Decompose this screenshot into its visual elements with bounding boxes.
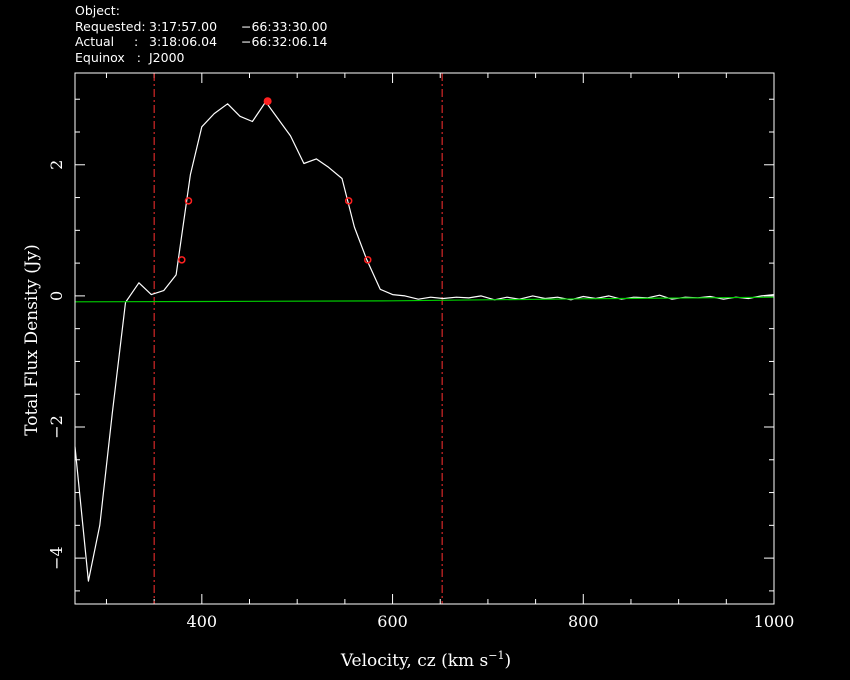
requested-dec: −66:33:30.00 (241, 18, 328, 34)
marked-points (178, 97, 372, 264)
x-tick-label: 800 (568, 612, 599, 631)
object-line: Object: (75, 3, 328, 19)
y-tick-label: 2 (47, 160, 66, 170)
equinox-line: Equinox : J2000 (75, 50, 328, 66)
width-marker (364, 256, 372, 264)
requested-label: Requested: (75, 18, 146, 34)
x-tick-label: 1000 (754, 612, 795, 631)
actual-line: Actual : 3:18:06.04 −66:32:06.14 (75, 34, 328, 50)
tick-marks (75, 73, 775, 604)
y-tick-label: −4 (47, 546, 66, 570)
y-tick-label: 0 (47, 291, 66, 301)
baseline-fit-line (74, 296, 775, 303)
observation-header: Object: Requested: 3:17:57.00 −66:33:30.00… (75, 3, 328, 65)
actual-ra: 3:18:06.04 (149, 34, 218, 49)
width-marker (178, 256, 186, 264)
equinox-label: Equinox : (75, 49, 141, 65)
y-axis-label: Total Flux Density (Jy) (22, 244, 42, 436)
actual-label: Actual : (75, 34, 139, 49)
x-tick-label: 400 (187, 612, 218, 631)
equinox-value: J2000 (149, 49, 185, 65)
tick-labels: 400 600 800 1000 −4 −2 0 2 (47, 160, 794, 631)
x-tick-label: 600 (377, 612, 408, 631)
width-marker (184, 197, 193, 205)
actual-dec: −66:32:06.14 (241, 34, 328, 49)
peak-marker (263, 97, 272, 106)
requested-ra: 3:17:57.00 (149, 18, 218, 34)
series-lines (74, 101, 775, 582)
object-label: Object: (75, 3, 120, 18)
requested-line: Requested: 3:17:57.00 −66:33:30.00 (75, 19, 328, 35)
width-marker (344, 197, 353, 205)
y-tick-label: −2 (47, 415, 66, 439)
spectrum-line (74, 101, 775, 582)
plot-frame (74, 72, 775, 605)
x-axis-label: Velocity, cz (km s−1) (340, 649, 511, 671)
